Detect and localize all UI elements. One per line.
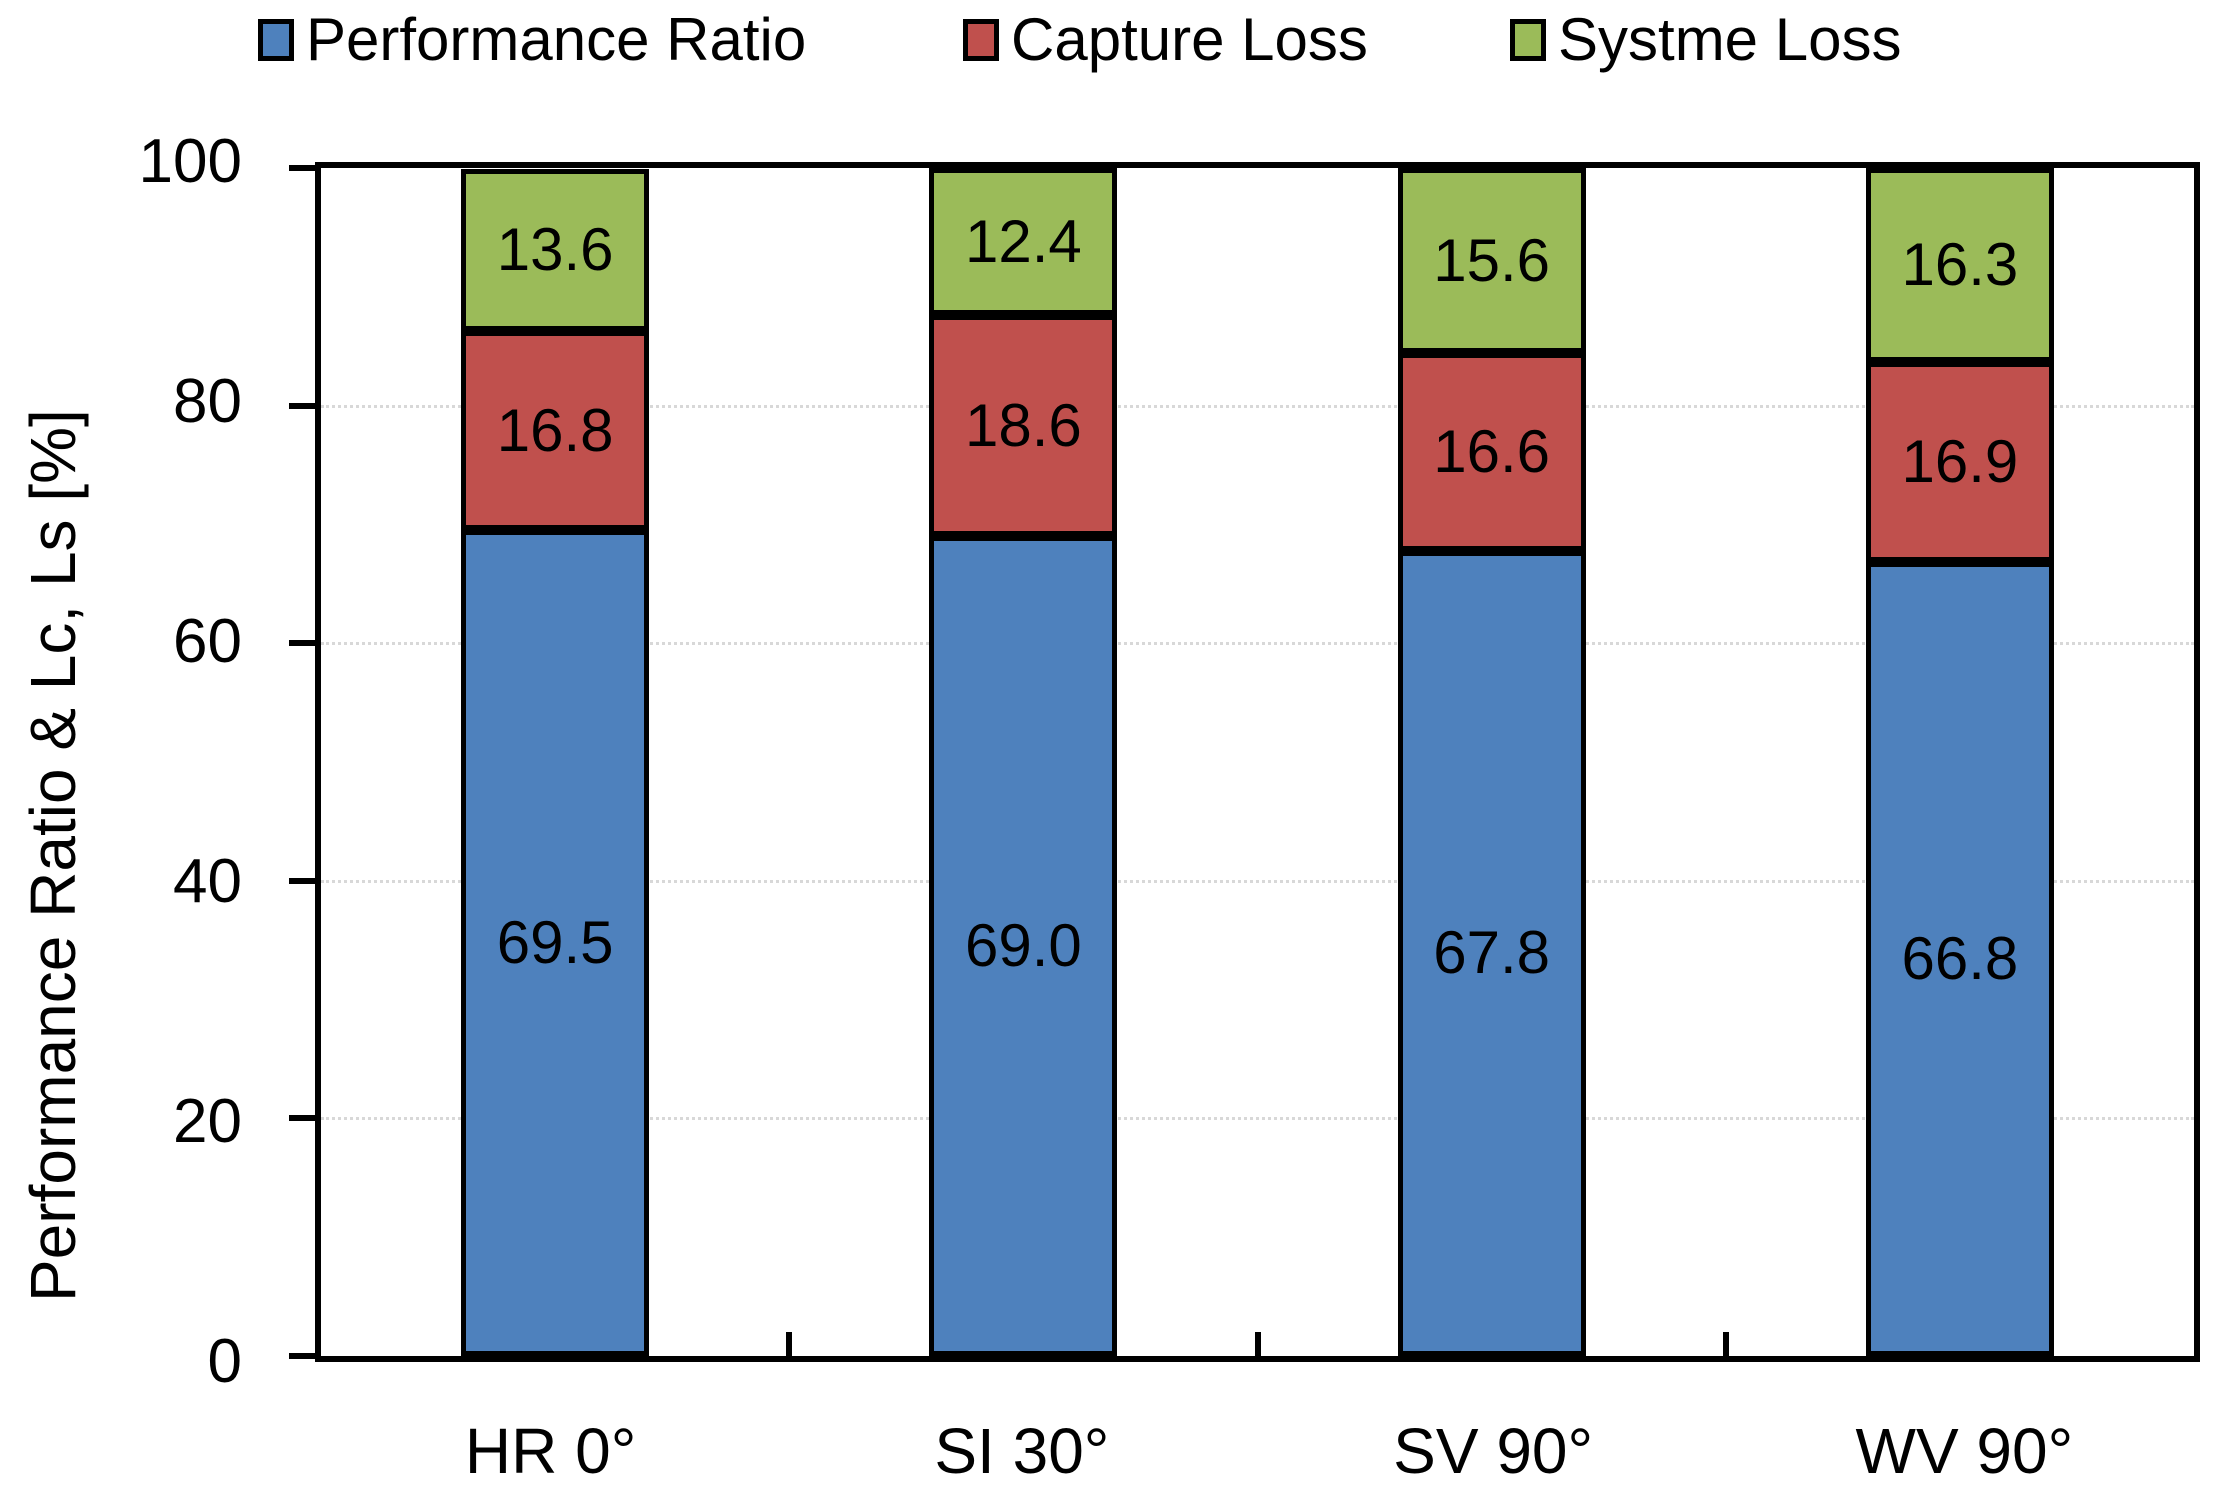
- bar-segment-systme-loss: 13.6: [461, 169, 650, 331]
- legend-item-systme-loss: Systme Loss: [1510, 8, 1901, 72]
- bar-value-label: 16.8: [496, 396, 614, 464]
- y-tick-label: 60: [173, 607, 242, 676]
- gridline: [321, 879, 2194, 883]
- x-tick-mark: [1254, 1332, 1261, 1356]
- bar-value-label: 13.6: [496, 215, 614, 283]
- x-tick-mark: [786, 1332, 793, 1356]
- bar-value-label: 69.0: [964, 912, 1082, 980]
- y-tick-label: 100: [138, 127, 242, 196]
- bar-segment-performance-ratio: 69.5: [461, 530, 650, 1356]
- y-tick-mark: [289, 402, 315, 409]
- bar-group: 69.5 16.8 13.6: [461, 168, 650, 1356]
- legend-label: Performance Ratio: [306, 6, 807, 73]
- legend-item-capture-loss: Capture Loss: [963, 8, 1368, 72]
- x-category-label: SV 90°: [1393, 1415, 1594, 1487]
- category-slot: 69.5 16.8 13.6: [321, 168, 789, 1356]
- bar-segment-performance-ratio: 69.0: [929, 536, 1118, 1356]
- bar-group: 67.8 16.6 15.6: [1397, 168, 1586, 1356]
- bar-value-label: 66.8: [1901, 925, 2019, 993]
- y-tick-mark: [289, 1115, 315, 1122]
- y-tick-label: 40: [173, 847, 242, 916]
- x-category-label: HR 0°: [464, 1415, 637, 1487]
- gridline: [321, 642, 2194, 646]
- category-slot: 67.8 16.6 15.6: [1258, 168, 1726, 1356]
- bar-segment-systme-loss: 16.3: [1865, 168, 2054, 362]
- bar-value-label: 16.6: [1433, 417, 1551, 485]
- legend-swatch-performance-ratio: [258, 19, 294, 61]
- bar-value-label: 69.5: [496, 909, 614, 977]
- bar-segment-capture-loss: 18.6: [929, 315, 1118, 537]
- y-tick-label: 20: [173, 1087, 242, 1156]
- legend-swatch-systme-loss: [1510, 19, 1546, 61]
- legend-item-performance-ratio: Performance Ratio: [258, 8, 806, 72]
- x-category-label: WV 90°: [1855, 1415, 2074, 1487]
- bar-value-label: 16.9: [1901, 428, 2019, 496]
- bar-value-label: 16.3: [1901, 230, 2019, 298]
- bar-segment-performance-ratio: 67.8: [1397, 550, 1586, 1356]
- y-tick-mark: [289, 165, 315, 171]
- bar-value-label: 15.6: [1433, 226, 1551, 294]
- legend-label: Systme Loss: [1558, 6, 1902, 73]
- x-category-label: SI 30°: [934, 1415, 1110, 1487]
- y-tick-mark: [289, 1353, 315, 1359]
- bar-segment-capture-loss: 16.6: [1397, 353, 1586, 551]
- legend: Performance Ratio Capture Loss Systme Lo…: [0, 0, 2223, 72]
- y-tick-mark: [289, 640, 315, 647]
- bar-segment-capture-loss: 16.9: [1865, 361, 2054, 563]
- bar-segment-capture-loss: 16.8: [461, 330, 650, 531]
- category-slot: 69.0 18.6 12.4: [789, 168, 1257, 1356]
- gridline: [321, 1117, 2194, 1121]
- x-tick-mark: [1722, 1332, 1729, 1356]
- bar-value-label: 12.4: [964, 207, 1082, 275]
- plot-area: 69.5 16.8 13.6 69.0 18.6 12.4 67.8 16.6 15.6 66.8…: [289, 162, 2200, 1362]
- bar-value-label: 18.6: [964, 391, 1082, 459]
- y-tick-label: 80: [173, 367, 242, 436]
- y-tick-mark: [289, 877, 315, 884]
- bar-segment-performance-ratio: 66.8: [1865, 562, 2054, 1356]
- gridline: [321, 404, 2194, 408]
- bar-value-label: 67.8: [1433, 919, 1551, 987]
- legend-label: Capture Loss: [1011, 6, 1368, 73]
- y-tick-label: 0: [207, 1327, 242, 1396]
- bar-group: 66.8 16.9 16.3: [1865, 168, 2054, 1356]
- bar-group: 69.0 18.6 12.4: [929, 168, 1118, 1356]
- bar-segment-systme-loss: 15.6: [1397, 168, 1586, 354]
- category-slot: 66.8 16.9 16.3: [1726, 168, 2194, 1356]
- bar-segment-systme-loss: 12.4: [929, 168, 1118, 316]
- legend-swatch-capture-loss: [963, 19, 999, 61]
